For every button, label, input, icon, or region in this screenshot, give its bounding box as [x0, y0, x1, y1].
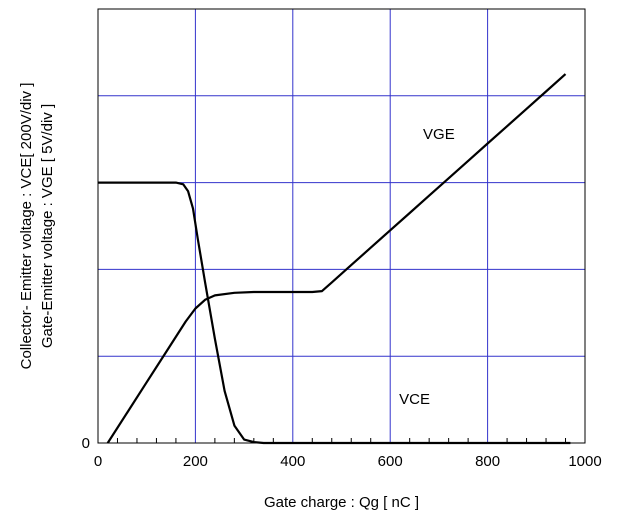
annotation-vge: VGE	[423, 126, 455, 143]
x-axis-label: Gate charge : Qg [ nC ]	[264, 494, 419, 511]
y-axis-label-vge: Gate-Emitter voltage : VGE [ 5V/div ]	[39, 104, 56, 348]
x-tick-label: 600	[378, 453, 403, 470]
y-axis-label-vce: Collector- Emitter voltage : VCE[ 200V/d…	[18, 83, 35, 370]
x-tick-label: 200	[183, 453, 208, 470]
y-tick-labels: 0	[82, 435, 90, 452]
y-tick-label: 0	[82, 435, 90, 452]
x-tick-label: 800	[475, 453, 500, 470]
x-tick-label: 1000	[568, 453, 601, 470]
x-tick-label: 400	[280, 453, 305, 470]
x-tick-labels: 0 200 400 600 800 1000	[94, 453, 602, 470]
annotation-vce: VCE	[399, 391, 430, 408]
series-line-vge	[106, 73, 567, 444]
x-minor-ticks	[116, 438, 567, 443]
x-tick-label: 0	[94, 453, 102, 470]
series-group	[98, 73, 571, 445]
grid	[98, 9, 585, 443]
series-line-vce	[98, 181, 571, 445]
plot-frame	[97, 8, 586, 444]
